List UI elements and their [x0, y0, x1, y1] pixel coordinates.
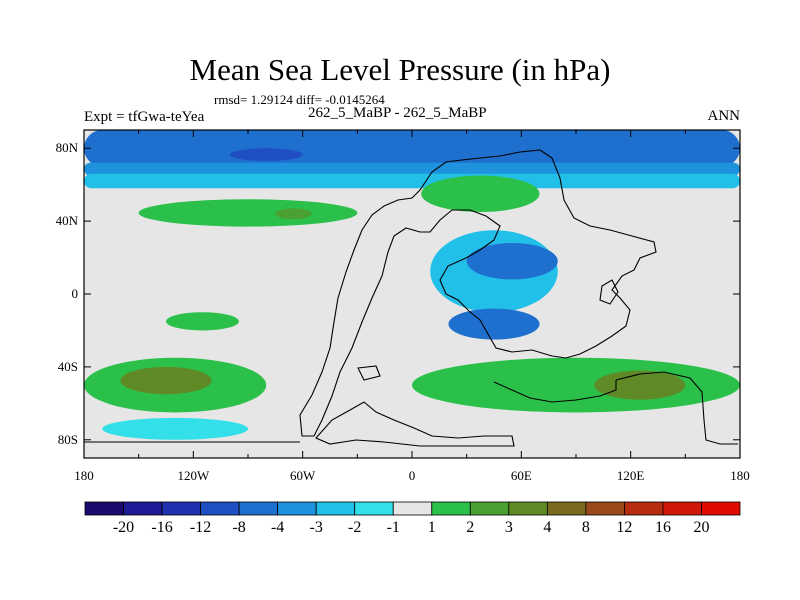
coastline-south-arc	[493, 380, 617, 403]
x-tick-label: 120E	[616, 468, 645, 483]
colorbar-swatch	[238, 501, 279, 516]
y-tick-label: 0	[71, 286, 79, 301]
coastline-island	[357, 365, 381, 381]
colorbar-label: -3	[309, 519, 323, 536]
y-tick-label: 40N	[55, 213, 78, 229]
region-eurasia-low-south-core	[448, 308, 540, 340]
colorbar-swatch	[392, 501, 433, 516]
colorbar-swatch	[701, 501, 741, 516]
comparison-label: 262_5_MaBP - 262_5_MaBP	[308, 105, 487, 121]
region-north-pacific-high-core	[275, 208, 312, 220]
coastline-main-continent	[299, 149, 657, 437]
colorbar-swatch	[354, 501, 394, 516]
colorbar-swatch	[431, 501, 471, 516]
colorbar-swatch	[277, 501, 317, 516]
x-tick-label: 180	[730, 468, 750, 483]
colorbar-label: -12	[189, 519, 212, 536]
colorbar-swatch	[546, 501, 587, 516]
axis-ticks	[83, 130, 741, 458]
colorbar-label: -20	[112, 519, 135, 536]
region-antarctic-margin-low	[102, 417, 248, 440]
coastline	[84, 149, 738, 447]
colorbar-swatch	[624, 501, 664, 516]
x-tick-label: 120W	[177, 468, 210, 483]
region-south-indian-high	[412, 357, 740, 413]
colorbar-swatch	[662, 501, 702, 516]
season-label: ANN	[707, 108, 741, 124]
colorbar-label: 3	[504, 519, 513, 536]
coastline-south-east	[615, 371, 738, 445]
colorbar-swatch	[200, 501, 240, 516]
stats-text: rmsd= 1.29124 diff= -0.0145264	[214, 92, 385, 107]
colorbar-label: 2	[466, 519, 475, 536]
colorbar-swatch	[315, 501, 356, 516]
colorbar-swatch	[469, 501, 510, 516]
coastline-east	[599, 279, 619, 305]
colorbar-swatch	[84, 501, 124, 516]
colorbar	[84, 501, 741, 516]
colorbar-label: 16	[654, 519, 671, 536]
colorbar-label: -2	[348, 519, 362, 536]
colorbar-label: 1	[427, 519, 436, 536]
y-tick-label: 80N	[55, 140, 78, 156]
region-tropical-pacific-high	[166, 312, 239, 331]
contour-regions	[84, 130, 740, 440]
x-tick-label: 60E	[510, 468, 532, 483]
colorbar-label: -8	[232, 519, 246, 536]
colorbar-label: -4	[270, 519, 285, 536]
colorbar-label: 8	[581, 519, 590, 536]
region-arctic-core-level-8	[229, 148, 303, 161]
region-arctic-band-level-3	[84, 162, 740, 176]
colorbar-label: 20	[693, 519, 710, 536]
colorbar-label: -16	[151, 519, 173, 536]
x-tick-label: 0	[408, 468, 416, 483]
region-north-pacific-high	[138, 199, 358, 227]
region-eurasia-low-north-core	[466, 242, 558, 280]
region-central-asia-high	[421, 175, 540, 212]
y-tick-label: 80S	[57, 431, 78, 447]
colorbar-swatch	[161, 501, 201, 516]
region-arctic-band-level-2	[84, 173, 740, 189]
region-south-indian-high-core	[594, 370, 686, 400]
coastline-southern	[315, 401, 515, 447]
colorbar-label: 4	[543, 519, 552, 536]
colorbar-swatch	[123, 501, 163, 516]
y-tick-label: 40S	[57, 358, 78, 374]
experiment-label: Expt = tfGwa-teYea	[84, 109, 205, 125]
colorbar-label: 12	[616, 519, 633, 536]
colorbar-swatch	[508, 501, 548, 516]
x-tick-label: 180	[74, 468, 94, 483]
chart-title: Mean Sea Level Pressure (in hPa)	[189, 52, 611, 87]
region-south-pacific-high-core	[120, 366, 212, 395]
x-tick-label: 60W	[290, 468, 316, 483]
colorbar-label: -1	[386, 519, 400, 536]
colorbar-swatch	[585, 501, 625, 516]
